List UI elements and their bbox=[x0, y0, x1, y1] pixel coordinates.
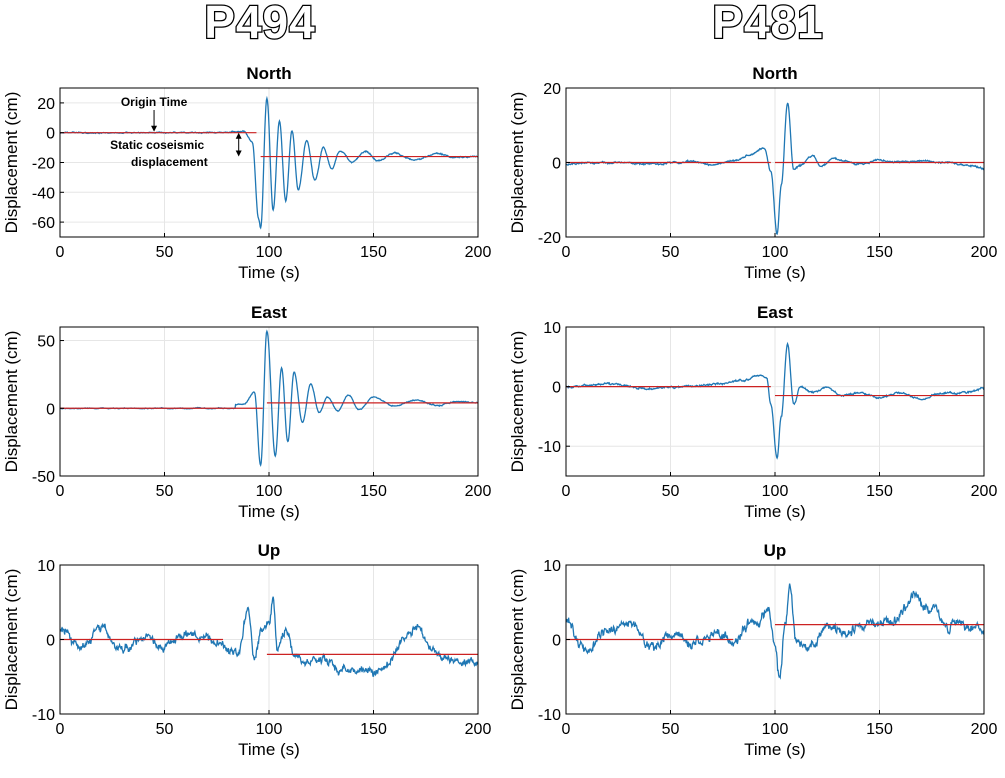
x-axis-label: Time (s) bbox=[744, 740, 806, 759]
y-tick-label: 50 bbox=[37, 334, 55, 351]
static-arrow-head-down bbox=[235, 150, 242, 157]
x-tick-label: 200 bbox=[465, 483, 492, 500]
y-tick-label: -10 bbox=[538, 707, 561, 724]
x-tick-label: 200 bbox=[971, 721, 998, 738]
x-tick-label: 0 bbox=[56, 244, 65, 261]
panel-title: North bbox=[246, 64, 291, 83]
y-tick-label: -20 bbox=[32, 156, 55, 173]
x-tick-label: 150 bbox=[866, 483, 893, 500]
y-tick-label: -50 bbox=[32, 469, 55, 486]
station-title-left: P494 bbox=[204, 0, 315, 48]
y-tick-label: 0 bbox=[552, 380, 561, 397]
x-tick-label: 0 bbox=[562, 244, 571, 261]
displacement-series bbox=[566, 102, 984, 236]
x-tick-label: 50 bbox=[156, 483, 174, 500]
y-tick-label: 10 bbox=[543, 320, 561, 337]
y-tick-label: 10 bbox=[543, 558, 561, 575]
y-tick-label: -10 bbox=[32, 707, 55, 724]
x-tick-label: 100 bbox=[256, 483, 283, 500]
x-tick-label: 100 bbox=[762, 721, 789, 738]
x-tick-label: 50 bbox=[156, 721, 174, 738]
x-tick-label: 150 bbox=[866, 721, 893, 738]
y-tick-label: 0 bbox=[46, 126, 55, 143]
x-tick-label: 200 bbox=[971, 483, 998, 500]
x-tick-label: 0 bbox=[562, 721, 571, 738]
y-axis-label: Displacement (cm) bbox=[2, 92, 21, 234]
panel-title: Up bbox=[764, 541, 787, 560]
x-tick-label: 200 bbox=[465, 721, 492, 738]
x-axis-label: Time (s) bbox=[238, 502, 300, 521]
displacement-series bbox=[566, 341, 984, 460]
x-tick-label: 50 bbox=[662, 483, 680, 500]
x-tick-label: 150 bbox=[360, 721, 387, 738]
y-tick-label: -60 bbox=[32, 215, 55, 232]
x-tick-label: 150 bbox=[866, 244, 893, 261]
y-tick-label: 20 bbox=[543, 81, 561, 98]
y-tick-label: 0 bbox=[552, 156, 561, 173]
static-displacement-label-1: Static coseismic bbox=[110, 138, 204, 152]
x-tick-label: 100 bbox=[762, 244, 789, 261]
x-axis-label: Time (s) bbox=[744, 263, 806, 282]
y-axis-label: Displacement (cm) bbox=[508, 569, 527, 711]
x-tick-label: 50 bbox=[662, 721, 680, 738]
y-tick-label: -40 bbox=[32, 185, 55, 202]
y-tick-label: 20 bbox=[37, 96, 55, 113]
y-axis-label: Displacement (cm) bbox=[508, 331, 527, 473]
y-tick-label: -20 bbox=[538, 230, 561, 247]
x-tick-label: 0 bbox=[562, 483, 571, 500]
y-tick-label: 0 bbox=[46, 401, 55, 418]
y-tick-label: -10 bbox=[538, 439, 561, 456]
x-axis-label: Time (s) bbox=[238, 263, 300, 282]
y-tick-label: 10 bbox=[37, 558, 55, 575]
y-tick-label: 0 bbox=[46, 633, 55, 650]
y-tick-label: 0 bbox=[552, 633, 561, 650]
static-displacement-label-2: displacement bbox=[131, 155, 208, 169]
panel-title: North bbox=[752, 64, 797, 83]
x-tick-label: 0 bbox=[56, 483, 65, 500]
x-tick-label: 100 bbox=[256, 721, 283, 738]
displacement-series bbox=[566, 583, 984, 680]
y-axis-label: Displacement (cm) bbox=[508, 92, 527, 234]
y-axis-label: Displacement (cm) bbox=[2, 331, 21, 473]
x-tick-label: 50 bbox=[662, 244, 680, 261]
x-axis-label: Time (s) bbox=[744, 502, 806, 521]
x-tick-label: 150 bbox=[360, 244, 387, 261]
x-tick-label: 100 bbox=[762, 483, 789, 500]
panel-title: East bbox=[757, 303, 793, 322]
origin-time-arrow-head bbox=[151, 125, 158, 132]
displacement-series bbox=[60, 596, 478, 677]
station-title-right: P481 bbox=[712, 0, 823, 48]
x-axis-label: Time (s) bbox=[238, 740, 300, 759]
y-axis-label: Displacement (cm) bbox=[2, 569, 21, 711]
x-tick-label: 200 bbox=[971, 244, 998, 261]
x-tick-label: 0 bbox=[56, 721, 65, 738]
x-tick-label: 100 bbox=[256, 244, 283, 261]
panel-title: East bbox=[251, 303, 287, 322]
x-tick-label: 200 bbox=[465, 244, 492, 261]
panel-title: Up bbox=[258, 541, 281, 560]
static-arrow-head-up bbox=[235, 132, 242, 139]
origin-time-label: Origin Time bbox=[121, 95, 188, 109]
x-tick-label: 50 bbox=[156, 244, 174, 261]
x-tick-label: 150 bbox=[360, 483, 387, 500]
